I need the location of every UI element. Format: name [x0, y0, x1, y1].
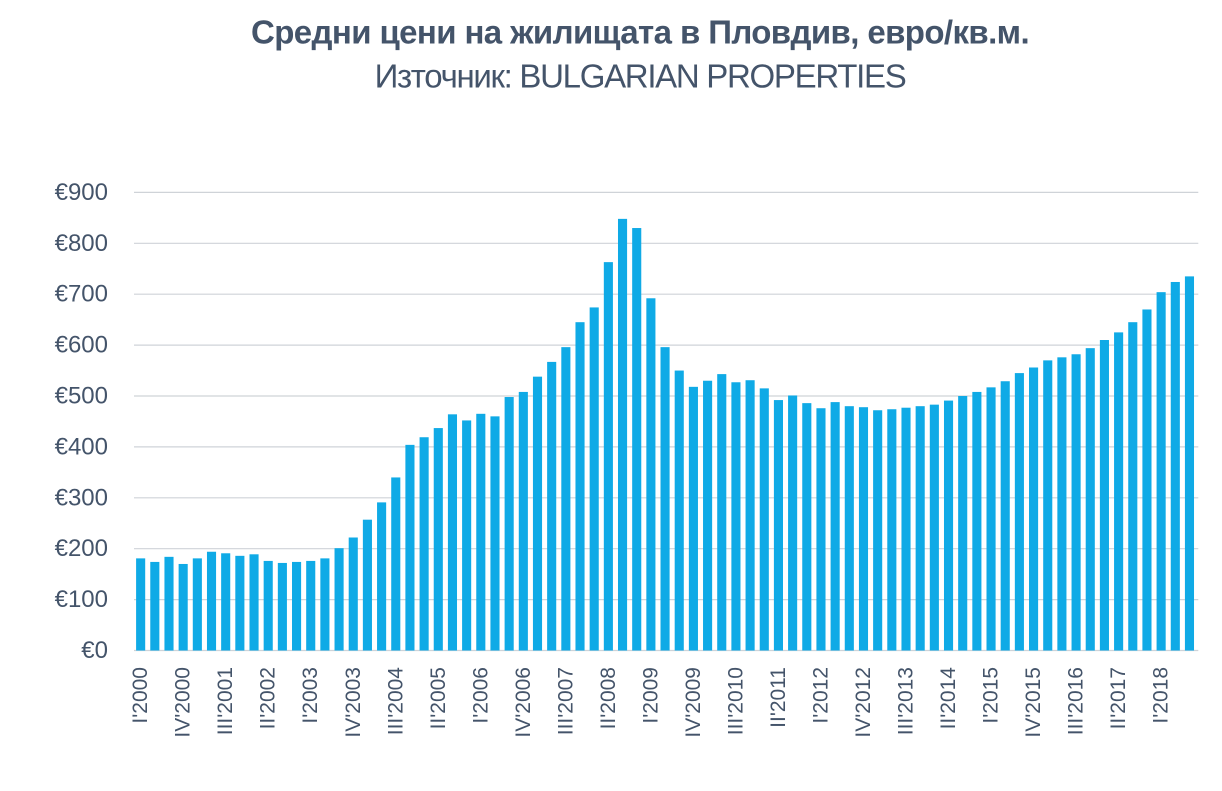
svg-text:II'2005: II'2005 [427, 667, 450, 729]
svg-text:II'2002: II'2002 [257, 667, 280, 729]
svg-text:€900: €900 [55, 179, 108, 206]
svg-text:IV'2015: IV'2015 [1022, 667, 1045, 738]
svg-text:Средни цени на жилищата в Плов: Средни цени на жилищата в Пловдив, евро/… [251, 14, 1029, 51]
svg-text:€500: €500 [55, 383, 108, 410]
svg-text:IV'2000: IV'2000 [172, 667, 195, 738]
svg-text:I'2018: I'2018 [1150, 667, 1173, 724]
svg-text:III'2007: III'2007 [554, 667, 577, 735]
svg-text:€700: €700 [55, 281, 108, 308]
svg-text:II'2014: II'2014 [937, 667, 960, 730]
svg-text:€600: €600 [55, 332, 108, 359]
svg-text:II'2011: II'2011 [767, 667, 790, 728]
svg-text:IV'2003: IV'2003 [342, 667, 365, 738]
svg-text:Източник: BULGARIAN PROPERTIES: Източник: BULGARIAN PROPERTIES [375, 58, 906, 95]
svg-text:III'2016: III'2016 [1065, 667, 1088, 735]
svg-text:€300: €300 [55, 484, 108, 511]
svg-text:IV'2009: IV'2009 [682, 667, 705, 738]
svg-text:IV'2006: IV'2006 [512, 667, 535, 738]
svg-text:I'2000: I'2000 [129, 667, 152, 724]
svg-text:IV'2012: IV'2012 [852, 667, 875, 738]
svg-text:€200: €200 [55, 535, 108, 562]
svg-text:€800: €800 [55, 230, 108, 257]
svg-text:II'2017: II'2017 [1107, 667, 1130, 729]
svg-text:€0: €0 [81, 637, 108, 664]
svg-text:III'2004: III'2004 [384, 667, 407, 736]
svg-text:I'2003: I'2003 [299, 667, 322, 724]
svg-text:I'2012: I'2012 [809, 667, 832, 724]
svg-text:III'2001: III'2001 [214, 667, 237, 735]
svg-text:I'2009: I'2009 [639, 667, 662, 724]
svg-text:III'2013: III'2013 [895, 667, 918, 735]
svg-text:€400: €400 [55, 433, 108, 460]
svg-text:I'2006: I'2006 [469, 667, 492, 724]
svg-text:II'2008: II'2008 [597, 667, 620, 729]
svg-text:€100: €100 [55, 586, 108, 613]
svg-text:III'2010: III'2010 [724, 667, 747, 735]
svg-text:I'2015: I'2015 [980, 667, 1003, 724]
